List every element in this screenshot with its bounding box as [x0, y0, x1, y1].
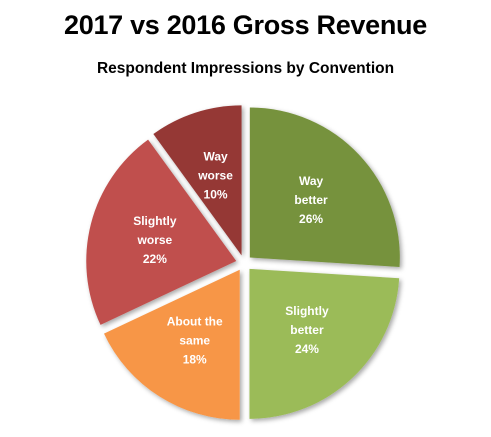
slice-label-slightly-worse: Slightly worse 22% — [133, 214, 177, 266]
slice-label-way-worse: Way worse 10% — [197, 150, 233, 202]
pie-slice-way-worse — [153, 105, 242, 256]
slice-label-about-the-same: About the same 18% — [167, 315, 223, 367]
chart-title: 2017 vs 2016 Gross Revenue — [64, 10, 427, 40]
chart-subtitle: Respondent Impressions by Convention — [96, 60, 395, 77]
slice-value-label: 22% — [143, 252, 167, 266]
pie-slice-slightly-better — [249, 268, 400, 419]
pie-slice-slightly-worse — [86, 139, 237, 325]
slice-value-label: 10% — [204, 188, 228, 202]
pie-slice-about-the-same — [103, 269, 240, 420]
slice-label-way-better: Way better 26% — [294, 174, 328, 226]
slice-value-label: 26% — [299, 212, 323, 226]
slice-value-label: 18% — [183, 353, 207, 367]
slice-value-label: 24% — [295, 342, 319, 356]
pie-slice-way-better — [249, 107, 400, 267]
slice-label-slightly-better: Slightly better 24% — [285, 304, 329, 356]
